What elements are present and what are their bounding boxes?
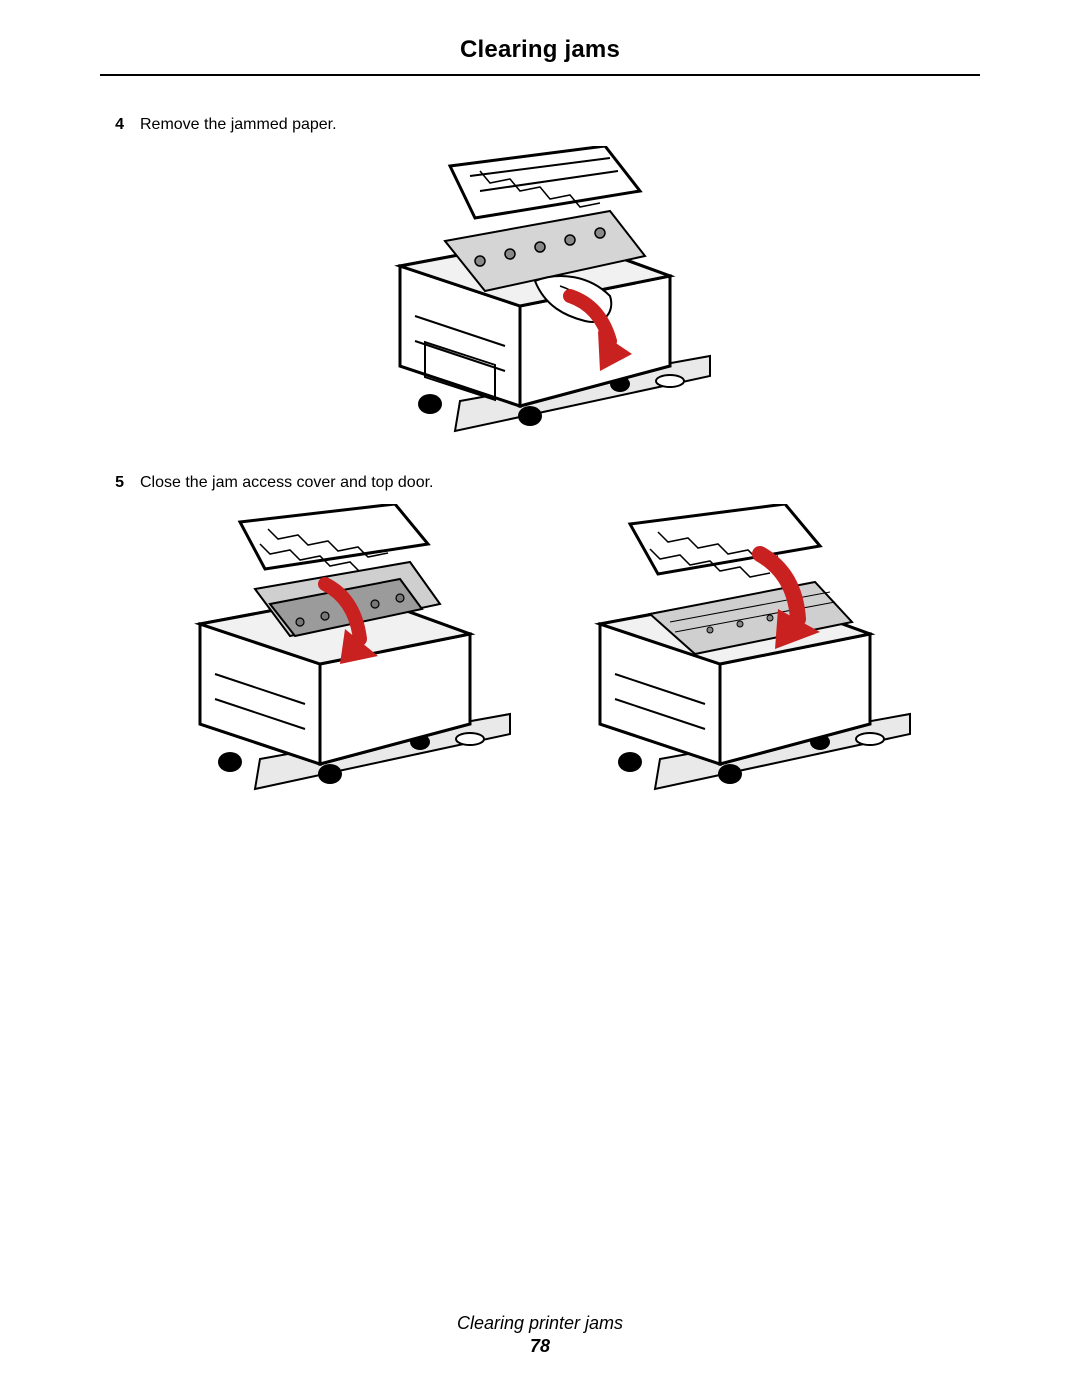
figure-close-access-cover bbox=[160, 504, 520, 804]
printer-diagram-icon bbox=[360, 146, 720, 446]
printer-diagram-icon bbox=[160, 504, 520, 804]
figure-row-2 bbox=[100, 504, 980, 804]
step-text: Remove the jammed paper. bbox=[140, 116, 337, 134]
figure-close-top-door bbox=[560, 504, 920, 804]
step-number: 4 bbox=[110, 116, 124, 134]
figure-row-1 bbox=[100, 146, 980, 446]
footer-page-number: 78 bbox=[0, 1336, 1080, 1357]
page-content: 4 Remove the jammed paper. bbox=[100, 76, 980, 804]
page-footer: Clearing printer jams 78 bbox=[0, 1313, 1080, 1357]
manual-page: Clearing jams 4 Remove the jammed paper. bbox=[0, 0, 1080, 1397]
step-5: 5 Close the jam access cover and top doo… bbox=[110, 474, 980, 492]
step-text: Close the jam access cover and top door. bbox=[140, 474, 434, 492]
figure-remove-paper bbox=[360, 146, 720, 446]
header-title: Clearing jams bbox=[100, 36, 980, 74]
footer-subtitle: Clearing printer jams bbox=[0, 1313, 1080, 1334]
printer-diagram-icon bbox=[560, 504, 920, 804]
page-header: Clearing jams bbox=[100, 36, 980, 76]
step-number: 5 bbox=[110, 474, 124, 492]
step-4: 4 Remove the jammed paper. bbox=[110, 116, 980, 134]
